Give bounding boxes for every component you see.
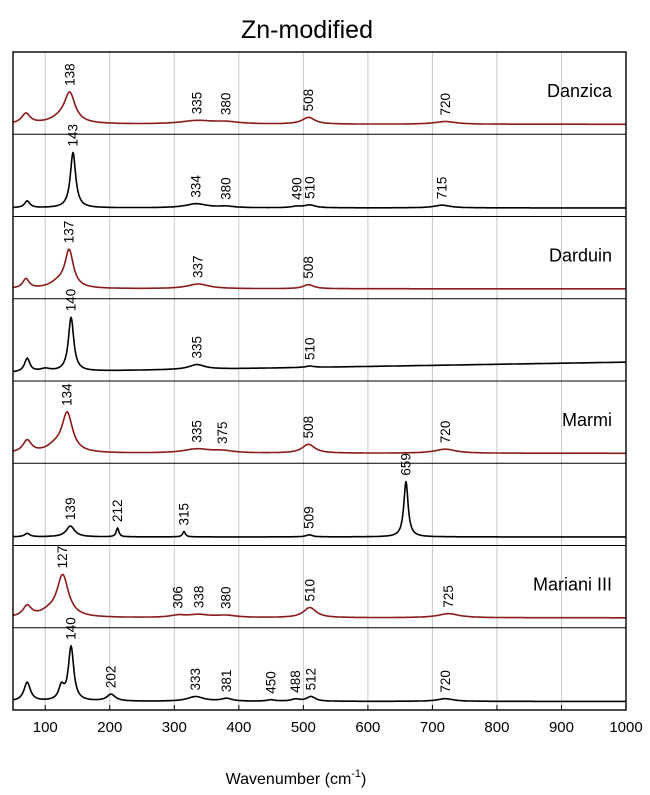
peak-label-1-335: 335 — [189, 92, 204, 115]
peak-label-8-140: 140 — [64, 617, 79, 640]
peak-label-5-720: 720 — [438, 421, 453, 444]
peak-label-5-134: 134 — [60, 383, 75, 406]
peak-label-5-375: 375 — [215, 421, 230, 444]
peak-label-1-720: 720 — [438, 93, 453, 116]
peak-label-2-334: 334 — [189, 175, 204, 198]
peak-label-8-512: 512 — [304, 668, 319, 691]
peak-label-8-202: 202 — [104, 666, 119, 689]
peak-label-8-333: 333 — [188, 668, 203, 691]
peak-label-3-137: 137 — [62, 221, 77, 244]
peak-label-2-715: 715 — [435, 177, 450, 200]
peak-label-2-490: 490 — [289, 177, 304, 200]
x-tick-label-500: 500 — [291, 719, 316, 736]
x-tick-label-100: 100 — [33, 719, 58, 736]
peak-label-6-139: 139 — [63, 498, 78, 521]
x-tick-label-200: 200 — [97, 719, 122, 736]
x-tick-label-600: 600 — [355, 719, 380, 736]
peak-label-7-510: 510 — [302, 579, 317, 602]
peak-label-5-335: 335 — [189, 420, 204, 443]
chart-title: Zn-modified — [241, 16, 373, 44]
peak-label-6-659: 659 — [398, 453, 413, 476]
peak-label-4-510: 510 — [302, 338, 317, 361]
peak-label-4-140: 140 — [64, 289, 79, 312]
peak-label-5-508: 508 — [301, 416, 316, 439]
x-tick-label-800: 800 — [484, 719, 509, 736]
peak-label-2-380: 380 — [218, 177, 233, 200]
sample-name-7: Mariani III — [533, 575, 612, 595]
sample-name-3: Darduin — [549, 246, 612, 266]
x-tick-label-700: 700 — [420, 719, 445, 736]
peak-label-3-337: 337 — [191, 255, 206, 278]
peak-label-1-380: 380 — [218, 93, 233, 116]
peak-label-6-509: 509 — [302, 506, 317, 529]
sample-name-5: Marmi — [562, 410, 612, 430]
spectrum-line-2 — [12, 151, 627, 209]
x-axis-label-close: ) — [361, 771, 366, 788]
x-axis-label-sup: -1 — [351, 768, 361, 780]
peak-label-7-306: 306 — [171, 586, 186, 609]
peak-label-8-450: 450 — [264, 671, 279, 694]
peak-label-3-508: 508 — [301, 256, 316, 279]
peak-label-4-335: 335 — [189, 336, 204, 359]
peak-label-7-380: 380 — [218, 586, 233, 609]
spectrum-line-7 — [12, 573, 627, 619]
x-tick-label-400: 400 — [226, 719, 251, 736]
peak-label-7-338: 338 — [191, 586, 206, 609]
x-tick-label-900: 900 — [549, 719, 574, 736]
x-tick-label-300: 300 — [162, 719, 187, 736]
peak-label-8-488: 488 — [288, 670, 303, 693]
peak-label-6-212: 212 — [110, 499, 125, 522]
spectrum-line-3 — [12, 248, 627, 290]
peak-label-1-508: 508 — [301, 89, 316, 112]
peak-label-6-315: 315 — [176, 503, 191, 526]
spectrum-line-4 — [12, 316, 627, 373]
sample-name-1: Danzica — [547, 81, 613, 101]
peak-label-7-725: 725 — [441, 585, 456, 608]
peak-label-8-720: 720 — [438, 670, 453, 693]
peak-label-2-510: 510 — [302, 176, 317, 199]
x-axis-label: Wavenumber (cm-1) — [226, 768, 367, 788]
spectrum-line-1 — [12, 91, 627, 126]
peak-label-7-127: 127 — [55, 546, 70, 569]
x-axis-label-text: Wavenumber (cm — [226, 771, 352, 788]
peak-label-2-143: 143 — [66, 124, 81, 147]
peak-label-1-138: 138 — [62, 63, 77, 86]
x-ticks: 100 200 300 400 500 600 700 800 900 1000 — [33, 705, 643, 736]
x-tick-label-1000: 1000 — [609, 719, 642, 736]
spectrum-line-8 — [12, 645, 627, 703]
spectrum-line-6 — [12, 480, 627, 538]
plot-frame — [12, 51, 627, 711]
peak-label-8-381: 381 — [219, 670, 234, 693]
spectrum-line-5 — [12, 411, 627, 455]
panel-separators — [13, 133, 626, 629]
